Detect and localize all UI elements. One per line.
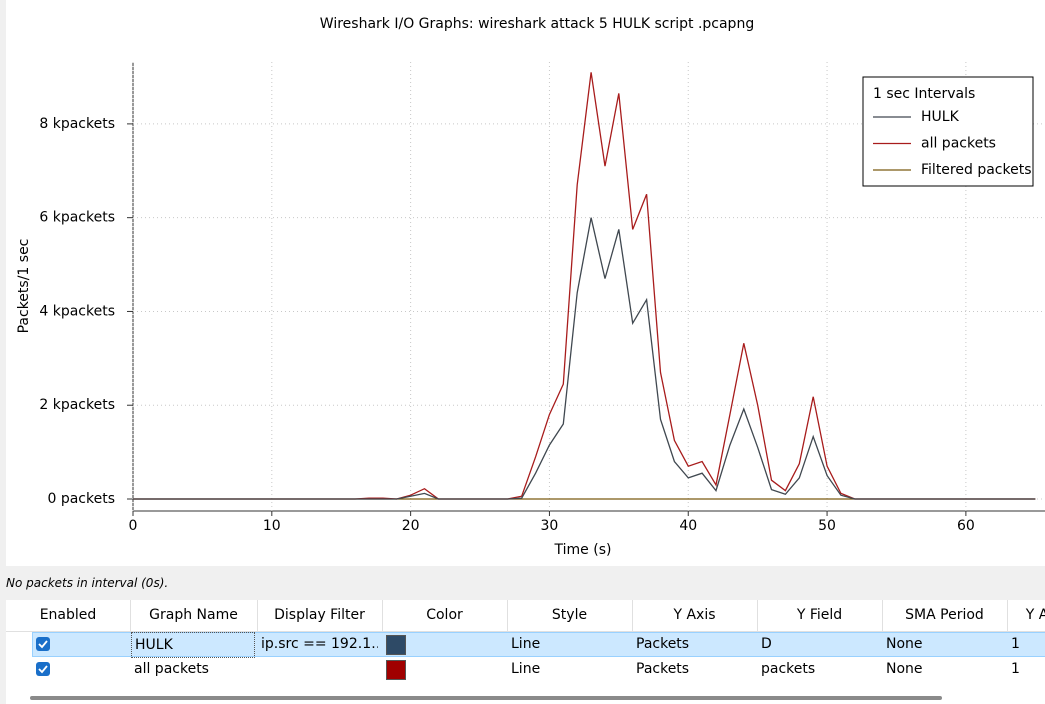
legend-title: 1 sec Intervals — [873, 86, 975, 102]
graph-table: Enabled Graph Name Display Filter Color Styl… — [6, 600, 1045, 704]
column-header: SMA Period — [882, 600, 1008, 632]
checkbox[interactable] — [36, 637, 50, 651]
y-tick-label: 2 kpackets — [39, 397, 115, 413]
y-tick-label: 0 packets — [47, 491, 115, 507]
scrollbar[interactable] — [30, 696, 942, 700]
table-cell[interactable]: Packets — [636, 636, 690, 652]
x-tick-label: 60 — [957, 518, 975, 534]
x-tick-label: 0 — [129, 518, 138, 534]
column-header: Display Filter — [257, 600, 383, 632]
column-header: Y Axis — [632, 600, 758, 632]
table-cell[interactable]: Line — [511, 661, 541, 677]
column-header: Y A — [1007, 600, 1045, 632]
table-cell[interactable]: D — [761, 636, 772, 652]
table-cell[interactable]: Packets — [636, 661, 690, 677]
check — [38, 665, 48, 674]
x-tick-label: 10 — [263, 518, 281, 534]
chart-title: Wireshark I/O Graphs: wireshark attack 5… — [320, 16, 754, 32]
status-text: No packets in interval (0s). — [6, 576, 169, 590]
x-tick-label: 40 — [679, 518, 697, 534]
legend-box — [862, 76, 1034, 187]
x-tick-label: 20 — [402, 518, 420, 534]
table-cell[interactable]: None — [886, 661, 923, 677]
x-tick-label: 50 — [818, 518, 836, 534]
column-header: Color — [382, 600, 508, 632]
legend-label: HULK — [921, 109, 960, 125]
color-swatch — [386, 660, 406, 680]
table-cell[interactable]: ip.src == 192.1… — [261, 636, 378, 652]
table-cell[interactable]: Line — [511, 636, 541, 652]
column-header: Enabled — [6, 600, 131, 632]
column-header: Graph Name — [130, 600, 258, 632]
table-cell[interactable]: HULK — [131, 632, 255, 658]
check — [38, 640, 48, 649]
chart: Wireshark I/O Graphs: wireshark attack 5… — [6, 0, 1045, 566]
x-tick-label: 30 — [541, 518, 559, 534]
legend-label: Filtered packets — [921, 162, 1031, 178]
color-swatch — [386, 635, 406, 655]
series-line — [133, 217, 1036, 500]
column-header: Style — [507, 600, 633, 632]
y-tick-label: 8 kpackets — [39, 116, 115, 132]
x-axis-label: Time (s) — [554, 542, 612, 558]
column-header: Y Field — [757, 600, 883, 632]
legend-label: all packets — [921, 136, 996, 152]
table-cell[interactable]: 1 — [1011, 636, 1020, 652]
table-cell[interactable]: 1 — [1011, 661, 1020, 677]
checkbox[interactable] — [36, 662, 50, 676]
y-tick-label: 6 kpackets — [39, 210, 115, 226]
table-cell[interactable] — [261, 657, 378, 681]
y-axis-label: Packets/1 sec — [16, 239, 32, 334]
selected-row — [32, 632, 1045, 657]
table-cell[interactable]: all packets — [134, 661, 209, 677]
table-cell[interactable]: packets — [761, 661, 816, 677]
y-tick-label: 4 kpackets — [39, 303, 115, 319]
legend: 1 sec Intervals HULK all packets Filtered p… — [862, 76, 1034, 187]
table-cell[interactable]: None — [886, 636, 923, 652]
